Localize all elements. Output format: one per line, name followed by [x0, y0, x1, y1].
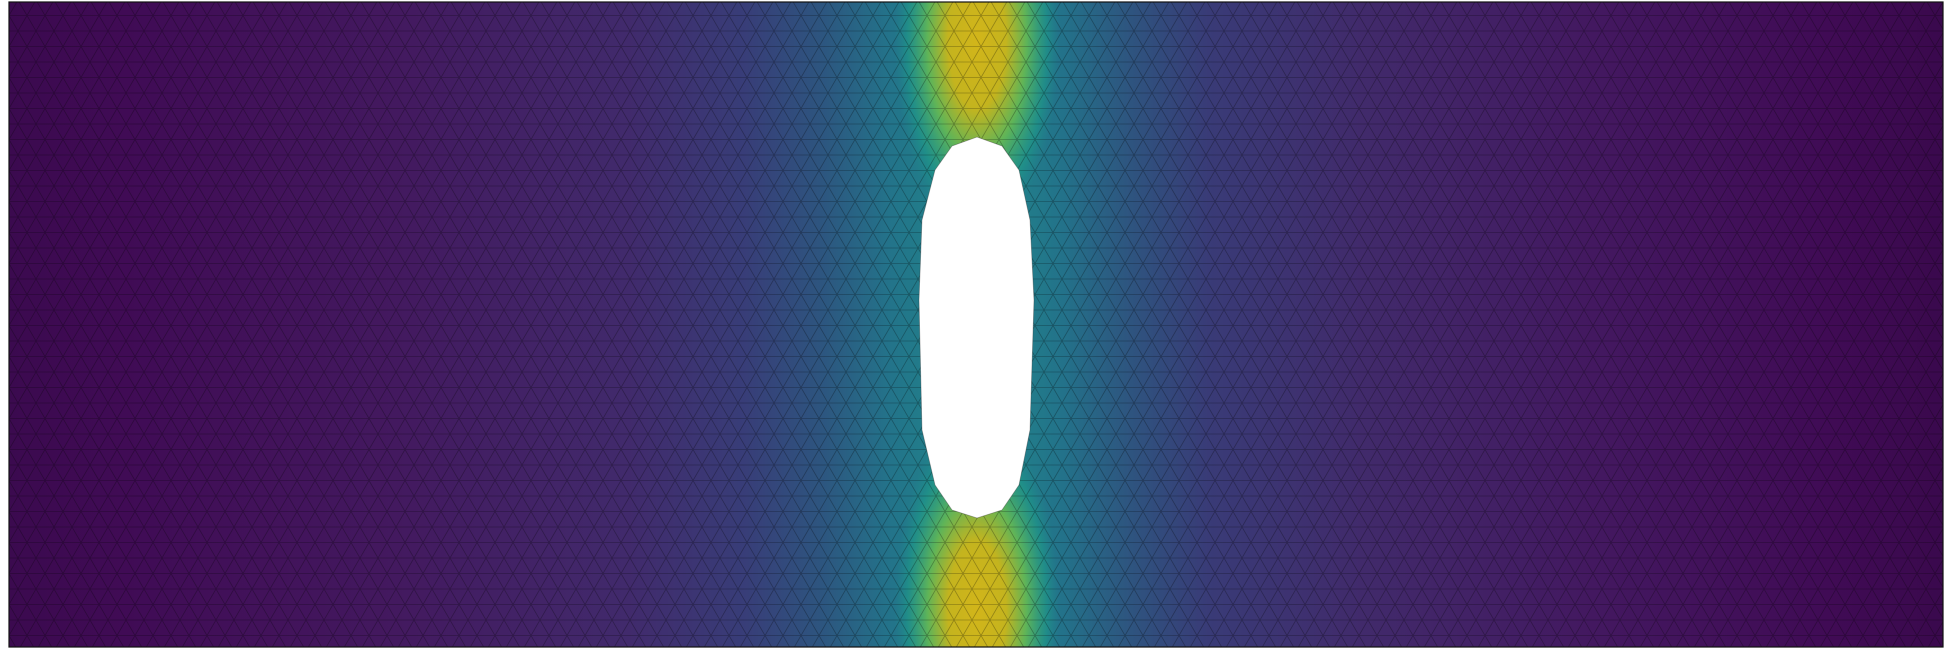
hole	[918, 136, 1035, 519]
plate-border	[8, 1, 1944, 648]
